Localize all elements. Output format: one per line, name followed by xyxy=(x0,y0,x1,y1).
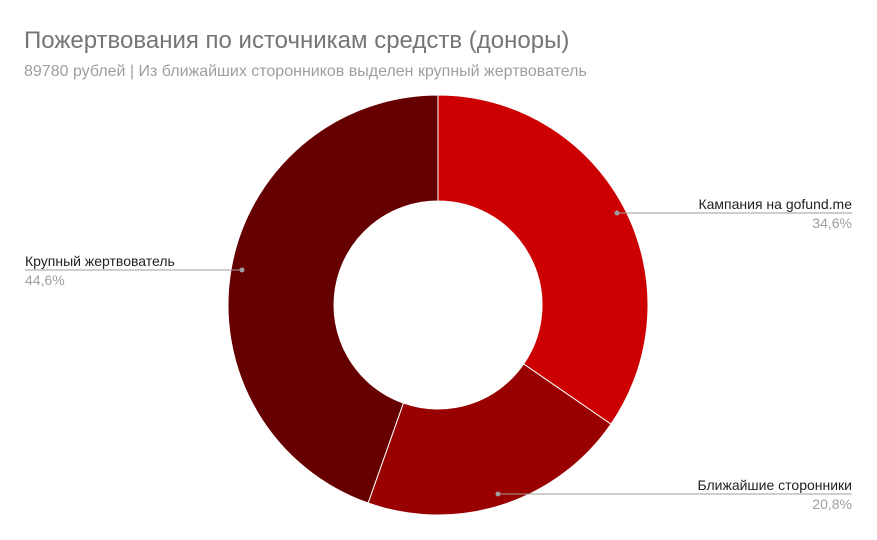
slice-ближайшие-сторонники xyxy=(367,363,612,516)
slice-label: Ближайшие сторонники xyxy=(697,477,852,493)
slice-крупный-жертвователь xyxy=(227,94,439,504)
slice-percent: 44,6% xyxy=(25,272,65,288)
leader-dot xyxy=(239,267,245,273)
slice-percent: 34,6% xyxy=(812,215,852,231)
slice-label: Кампания на gofund.me xyxy=(698,196,852,212)
slice-labels: Кампания на gofund.me 34,6% Ближайшие стор… xyxy=(25,196,852,512)
slice-кампания-на-gofund-me xyxy=(437,94,649,425)
slice-percent: 20,8% xyxy=(812,496,852,512)
donut-slices xyxy=(227,94,649,516)
leader-dot xyxy=(614,210,620,216)
chart-title: Пожертвования по источникам средств (дон… xyxy=(24,27,569,54)
slice-label: Крупный жертвователь xyxy=(25,253,175,269)
chart-subtitle: 89780 рублей | Из ближайших сторонников … xyxy=(24,63,587,80)
leader-dot xyxy=(495,491,501,497)
